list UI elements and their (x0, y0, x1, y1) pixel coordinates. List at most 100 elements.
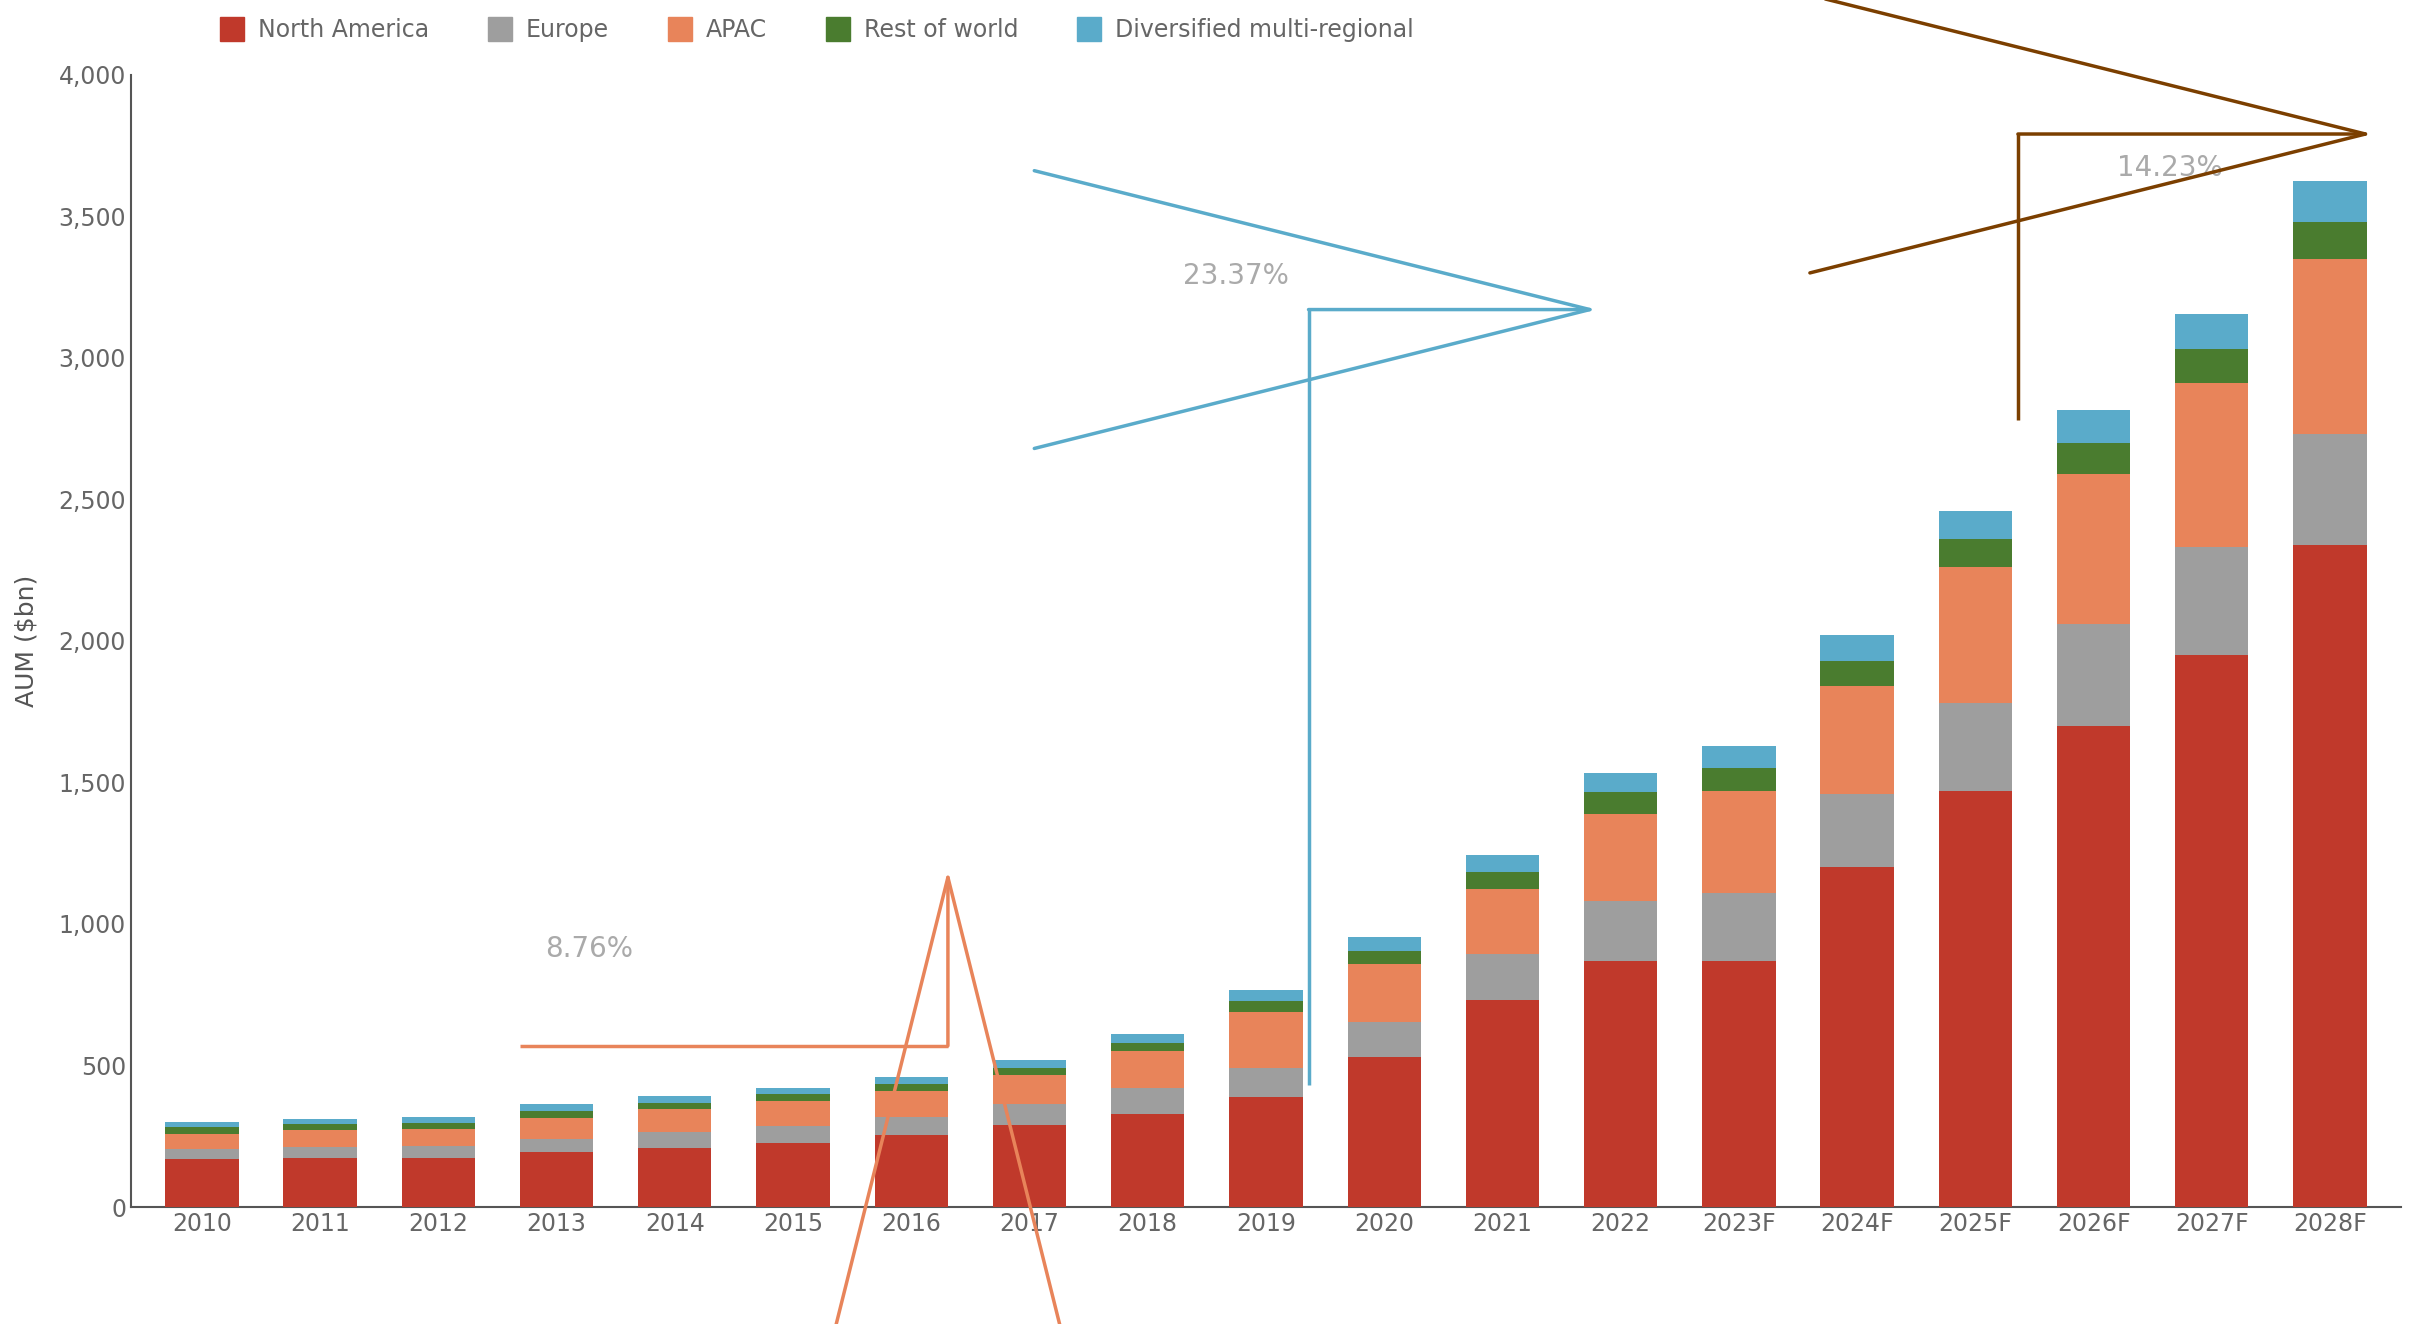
Bar (1348, 1057, 1421, 1207)
Bar (1467, 854, 1539, 871)
Bar (1348, 937, 1421, 951)
Bar (2174, 314, 2249, 350)
Bar (638, 1103, 710, 1110)
Bar (1938, 511, 2013, 539)
Bar (993, 1067, 1065, 1075)
Bar (756, 1102, 829, 1127)
Bar (283, 1124, 358, 1131)
Bar (2174, 350, 2249, 383)
Bar (993, 1104, 1065, 1125)
Bar (756, 1127, 829, 1144)
Bar (1111, 1051, 1184, 1088)
Bar (1703, 768, 1776, 790)
Bar (283, 1157, 358, 1207)
Bar (638, 1096, 710, 1103)
Bar (1822, 867, 1894, 1207)
Bar (875, 1084, 947, 1091)
Bar (875, 1135, 947, 1207)
Bar (2174, 547, 2249, 655)
Bar (2293, 222, 2368, 258)
Bar (1230, 989, 1302, 1001)
Bar (1938, 567, 2013, 703)
Bar (875, 1091, 947, 1116)
Bar (1230, 1012, 1302, 1068)
Bar (1703, 790, 1776, 892)
Bar (401, 1129, 476, 1147)
Bar (1585, 772, 1657, 792)
Bar (2293, 181, 2368, 222)
Bar (875, 1116, 947, 1135)
Bar (164, 1133, 239, 1149)
Bar (1348, 951, 1421, 964)
Bar (756, 1088, 829, 1094)
Bar (283, 1131, 358, 1147)
Bar (993, 1059, 1065, 1067)
Bar (283, 1147, 358, 1157)
Bar (756, 1094, 829, 1102)
Bar (2056, 474, 2131, 624)
Bar (2293, 544, 2368, 1207)
Bar (519, 1139, 594, 1152)
Bar (1111, 1088, 1184, 1113)
Bar (1230, 1001, 1302, 1012)
Bar (1822, 661, 1894, 686)
Bar (638, 1132, 710, 1148)
Bar (1585, 813, 1657, 902)
Bar (401, 1147, 476, 1157)
Bar (164, 1158, 239, 1207)
Bar (1938, 539, 2013, 567)
Bar (756, 1144, 829, 1207)
Text: 8.76%: 8.76% (544, 936, 633, 964)
Bar (164, 1121, 239, 1127)
Text: 14.23%: 14.23% (2116, 154, 2223, 181)
Bar (401, 1157, 476, 1207)
Bar (1822, 686, 1894, 794)
Bar (1230, 1096, 1302, 1207)
Bar (1703, 745, 1776, 768)
Bar (993, 1075, 1065, 1104)
Bar (2056, 726, 2131, 1207)
Bar (283, 1119, 358, 1124)
Bar (2174, 655, 2249, 1207)
Bar (1585, 961, 1657, 1207)
Bar (519, 1152, 594, 1207)
Bar (875, 1078, 947, 1084)
Bar (1348, 1022, 1421, 1057)
Bar (1822, 794, 1894, 867)
Legend: North America, Europe, APAC, Rest of world, Diversified multi-regional: North America, Europe, APAC, Rest of wor… (210, 7, 1423, 52)
Bar (2293, 258, 2368, 434)
Bar (1467, 1001, 1539, 1207)
Bar (164, 1127, 239, 1133)
Bar (401, 1116, 476, 1123)
Bar (1111, 1043, 1184, 1051)
Bar (519, 1104, 594, 1111)
Bar (1230, 1068, 1302, 1096)
Bar (1703, 892, 1776, 961)
Bar (519, 1111, 594, 1117)
Bar (1938, 703, 2013, 790)
Bar (1703, 961, 1776, 1207)
Bar (164, 1149, 239, 1158)
Bar (1467, 888, 1539, 953)
Bar (1111, 1034, 1184, 1043)
Bar (638, 1148, 710, 1207)
Bar (2056, 624, 2131, 726)
Bar (1585, 792, 1657, 813)
Bar (1585, 902, 1657, 961)
Bar (1938, 790, 2013, 1207)
Bar (2174, 383, 2249, 547)
Bar (1467, 871, 1539, 888)
Bar (993, 1125, 1065, 1207)
Bar (2293, 434, 2368, 544)
Y-axis label: AUM ($bn): AUM ($bn) (14, 575, 39, 707)
Bar (1348, 964, 1421, 1022)
Bar (401, 1123, 476, 1129)
Text: 23.37%: 23.37% (1184, 262, 1290, 290)
Bar (2056, 442, 2131, 474)
Bar (519, 1117, 594, 1139)
Bar (638, 1110, 710, 1132)
Bar (1822, 636, 1894, 661)
Bar (1467, 953, 1539, 1001)
Bar (1111, 1113, 1184, 1207)
Bar (2056, 410, 2131, 442)
